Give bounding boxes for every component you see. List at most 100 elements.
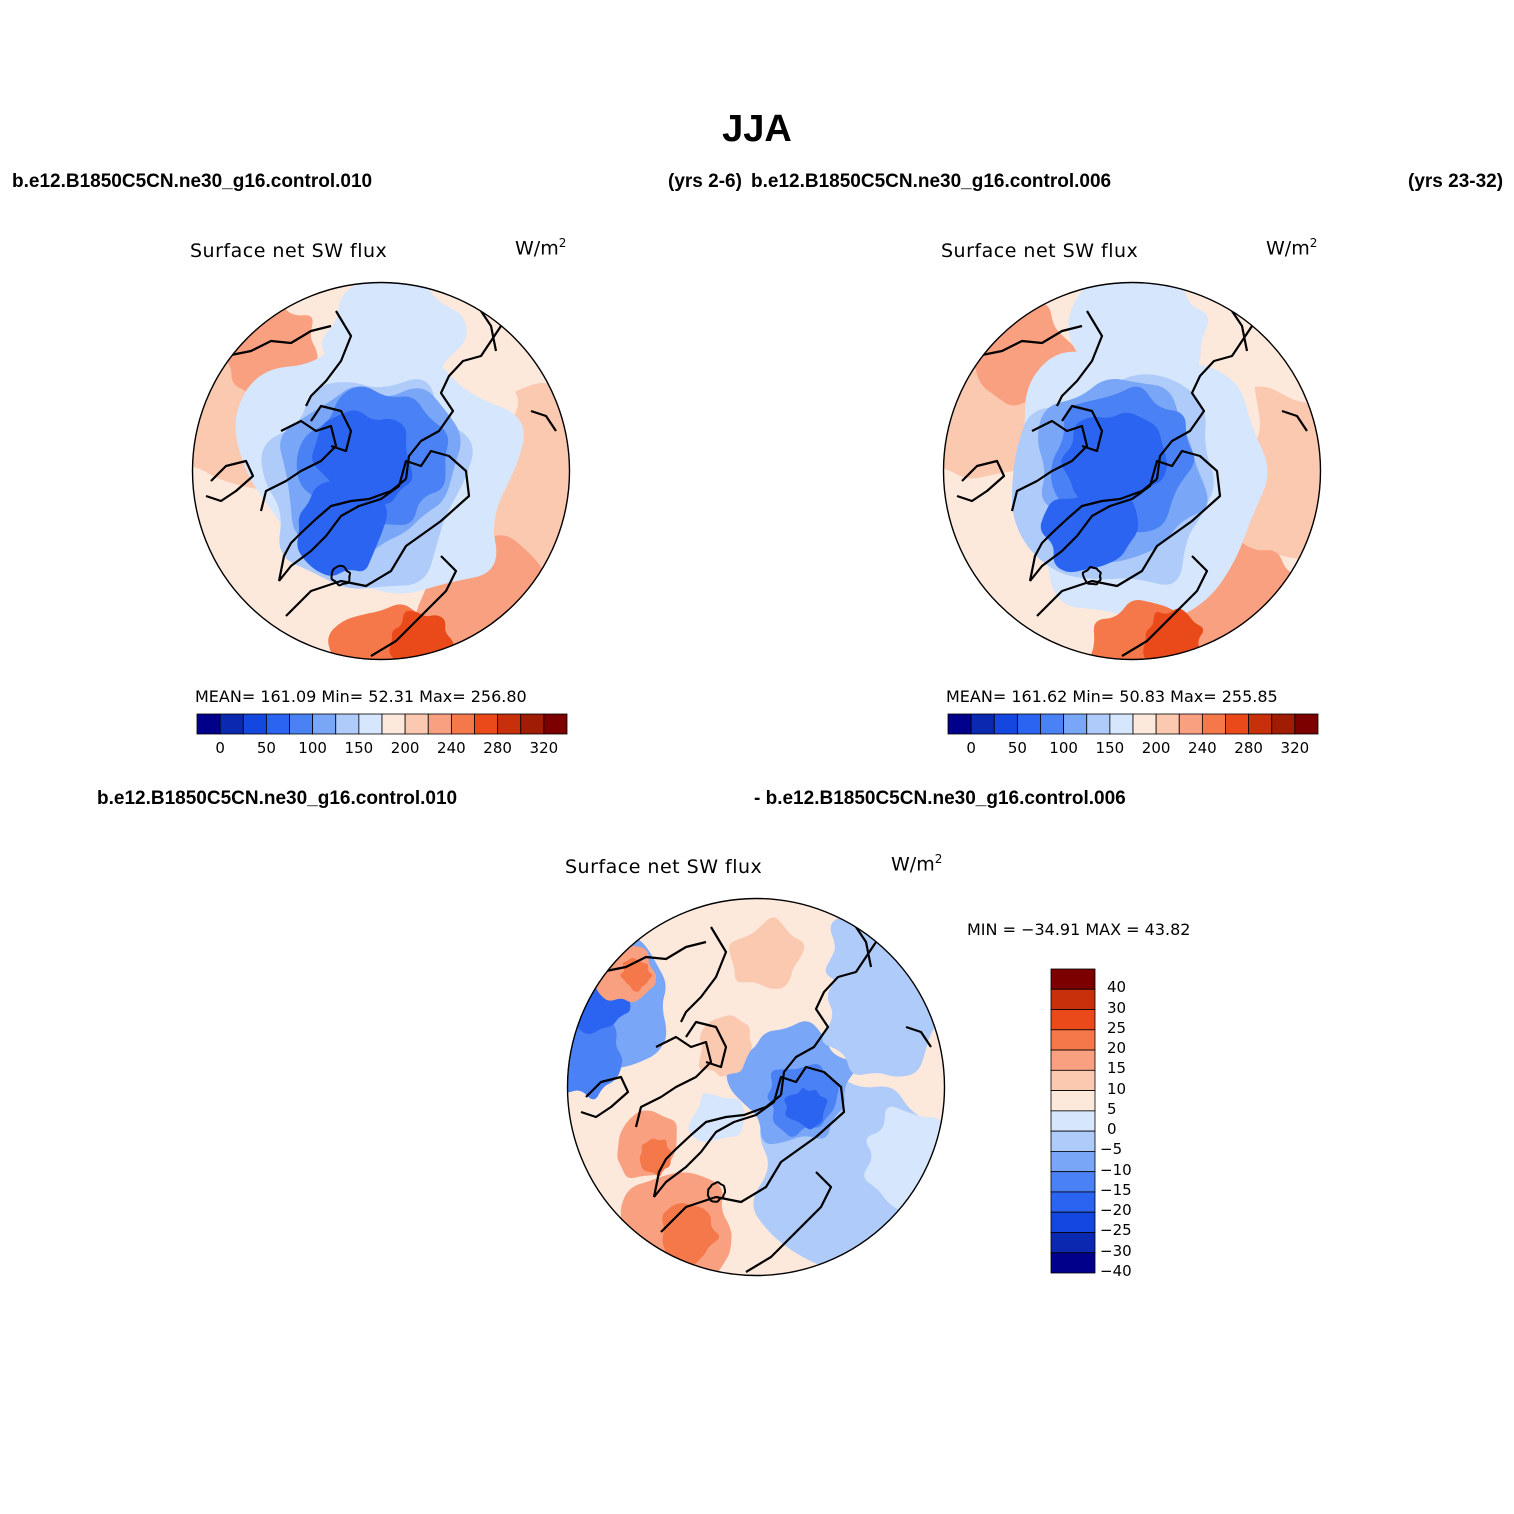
diff-case-b: - b.e12.B1850C5CN.ne30_g16.control.006 (754, 788, 1126, 809)
colorbar-tick-label: 50 (256, 739, 276, 757)
diff-case-a: b.e12.B1850C5CN.ne30_g16.control.010 (97, 788, 458, 809)
colorbar-box (1155, 713, 1180, 735)
colorbar-box (1050, 968, 1096, 990)
colorbar-tick-label: 10 (1107, 1079, 1127, 1098)
map-boundary (942, 281, 1322, 661)
panel3-colorbar-labels: 40 30 25 20 15 10 5 0 −5 −10 −15 −20 −25 −30 −40 (1100, 968, 1160, 1280)
coastline (1028, 478, 1158, 582)
colorbar-tick-label: 0 (215, 739, 225, 757)
colorbar-box (1050, 1171, 1096, 1193)
coastline (580, 1075, 630, 1119)
colorbar-tick-label: 100 (1049, 739, 1078, 757)
coastline (1061, 404, 1104, 453)
panel2-title: Surface net SW flux (941, 240, 1139, 262)
coastline (310, 404, 353, 453)
colorbar-box (404, 713, 429, 735)
contour-fill (729, 917, 805, 989)
colorbar-box (196, 713, 221, 735)
panel1-colorbar-labels: 0 50 100 150 200 240 280 320 (197, 739, 567, 759)
coastline (205, 459, 255, 503)
colorbar-box (1248, 713, 1273, 735)
panel3-unit: W/m2 (891, 852, 943, 876)
colorbar-box (427, 713, 452, 735)
coastline-iceland (330, 564, 352, 587)
colorbar-box (497, 713, 522, 735)
panel3-title: Surface net SW flux (565, 856, 763, 878)
coastlines (580, 926, 932, 1273)
coastline (600, 940, 707, 974)
map-boundary (566, 897, 946, 1277)
case-label-left: b.e12.B1850C5CN.ne30_g16.control.010 (12, 171, 373, 192)
colorbar-tick-label: 20 (1107, 1039, 1127, 1058)
coastline (634, 1035, 713, 1128)
colorbar-tick-label: 280 (483, 739, 512, 757)
colorbar-box (312, 713, 337, 735)
colorbar-box (1271, 713, 1296, 735)
colorbar-box (947, 713, 972, 735)
colorbar-box (993, 713, 1018, 735)
contour-fill (1040, 485, 1139, 573)
coastline (905, 1025, 932, 1048)
coastline (653, 1065, 846, 1233)
coastline (745, 1171, 833, 1273)
panel3-polar-map (566, 897, 946, 1277)
coastline (652, 1094, 782, 1198)
panel1-polar-map (191, 281, 571, 661)
panel2-unit: W/m2 (1266, 236, 1318, 260)
colorbar-tick-label: −5 (1100, 1140, 1123, 1159)
colorbar-box (1050, 988, 1096, 1010)
colorbar-box (1016, 713, 1041, 735)
coastline (1010, 419, 1089, 512)
colorbar-tick-label: −40 (1100, 1262, 1132, 1280)
years-label-left: (yrs 2-6) (668, 171, 742, 192)
colorbar-box (543, 713, 568, 735)
colorbar-tick-label: 280 (1234, 739, 1263, 757)
colorbar-box (1050, 1191, 1096, 1213)
coastline (259, 419, 338, 512)
years-label-right: (yrs 23-32) (1408, 171, 1504, 192)
colorbar-box (1086, 713, 1111, 735)
coastline (277, 478, 407, 582)
colorbar-box (1050, 1150, 1096, 1173)
colorbar-box (1201, 713, 1226, 735)
colorbar-box (1050, 1029, 1096, 1051)
colorbar-box (1040, 713, 1065, 735)
colorbar-tick-label: 320 (1280, 739, 1310, 757)
coastline (225, 324, 332, 358)
coastline-iceland (706, 1181, 727, 1203)
contour-fill (567, 1011, 623, 1100)
panel2-colorbar (947, 713, 1319, 735)
figure-title: JJA (722, 108, 792, 150)
contour-fill (312, 410, 413, 513)
coastline (779, 941, 877, 1096)
map-field (943, 282, 1321, 660)
contour-fill (639, 1138, 672, 1177)
contour-fill (688, 1093, 745, 1142)
coastline (305, 310, 353, 407)
colorbar-tick-label: −20 (1100, 1201, 1132, 1220)
coastline (370, 555, 458, 657)
panel3-stats: MIN = −34.91 MAX = 43.82 (967, 920, 1191, 939)
colorbar-tick-label: 240 (1188, 739, 1217, 757)
panel2-colorbar-labels: 0 50 100 150 200 240 280 320 (948, 739, 1318, 759)
colorbar-tick-label: −25 (1100, 1221, 1132, 1240)
colorbar-tick-label: −15 (1100, 1180, 1132, 1199)
colorbar-tick-label: 25 (1107, 1018, 1127, 1037)
coastline (530, 409, 557, 432)
coastline (480, 310, 498, 352)
colorbar-tick-label: 200 (390, 739, 420, 757)
colorbar-tick-label: 40 (1107, 978, 1127, 997)
coastline (404, 325, 502, 480)
colorbar-box (474, 713, 499, 735)
colorbar-tick-label: 150 (344, 739, 374, 757)
colorbar-tick-label: −30 (1100, 1241, 1132, 1260)
colorbar-box (1132, 713, 1157, 735)
map-boundary (191, 281, 571, 661)
colorbar-box (358, 713, 383, 735)
colorbar-box (1294, 713, 1319, 735)
colorbar-tick-label: 30 (1107, 998, 1127, 1017)
colorbar-box (1050, 1232, 1096, 1254)
coastline (1281, 409, 1308, 432)
coastline (1231, 310, 1249, 352)
colorbar-box (1063, 713, 1088, 735)
